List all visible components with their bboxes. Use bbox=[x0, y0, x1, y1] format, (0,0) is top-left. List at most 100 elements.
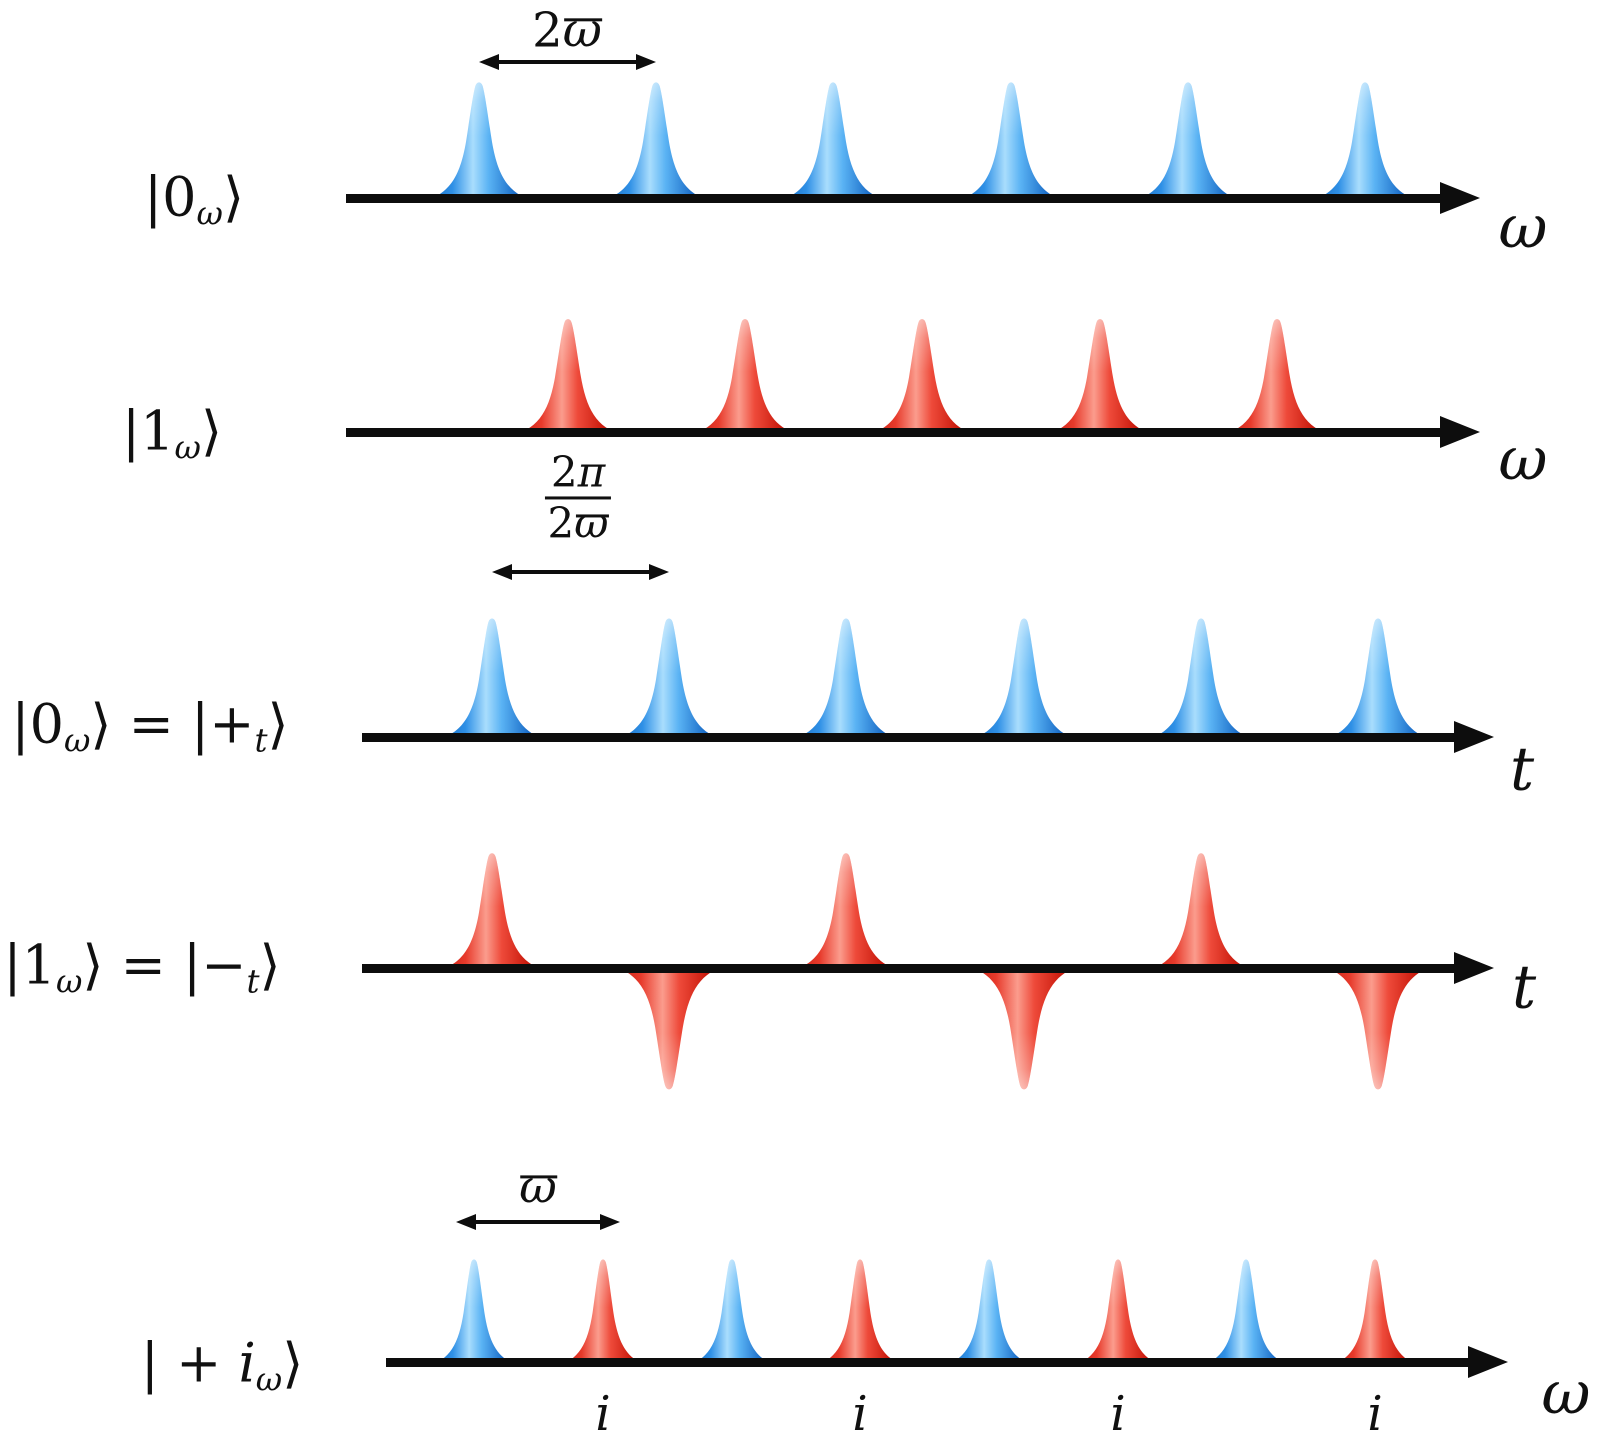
axis-line bbox=[362, 963, 1460, 973]
axis-line bbox=[362, 732, 1460, 742]
peak-red-inverted bbox=[960, 964, 1088, 1090]
arrowhead-left-icon bbox=[456, 1214, 476, 1230]
spacing-arrow-shaft bbox=[493, 60, 642, 64]
peak-red bbox=[685, 319, 805, 436]
math-token: |1 bbox=[121, 399, 175, 463]
axis-arrowhead-icon bbox=[1440, 416, 1480, 448]
overline-token: ω bbox=[574, 498, 609, 548]
peak-blue bbox=[1318, 618, 1438, 741]
phase-i-label: i bbox=[1367, 1385, 1383, 1442]
axis-variable-label: ω bbox=[1541, 1358, 1591, 1429]
math-token: i bbox=[238, 1331, 256, 1395]
subscript-token: ω bbox=[196, 194, 223, 233]
peak-red bbox=[786, 853, 906, 972]
spacing-arrow bbox=[456, 1214, 620, 1230]
math-token: 2 bbox=[550, 447, 578, 497]
math-token: 2 bbox=[532, 2, 563, 59]
peak-blue bbox=[951, 82, 1071, 202]
arrowhead-right-icon bbox=[600, 1214, 620, 1230]
peak-red bbox=[1070, 1259, 1166, 1366]
peak-blue bbox=[419, 82, 539, 202]
math-token: ⟩ bbox=[200, 399, 223, 463]
math-token: ⟩ bbox=[282, 1331, 304, 1395]
spacing-arrow bbox=[492, 564, 669, 580]
peak-red bbox=[1141, 853, 1261, 972]
peak-red bbox=[555, 1259, 651, 1366]
arrowhead-right-icon bbox=[649, 564, 669, 580]
peak-blue bbox=[1128, 82, 1248, 202]
axis-arrowhead-icon bbox=[1454, 721, 1494, 753]
math-token: 2 bbox=[547, 498, 575, 548]
peak-red bbox=[1217, 319, 1337, 436]
peak-blue bbox=[786, 618, 906, 741]
spacing-label: 2ω bbox=[532, 2, 602, 59]
spacing-arrow bbox=[479, 54, 656, 70]
subscript-token: ω bbox=[255, 1360, 283, 1399]
spacing-arrow-shaft bbox=[506, 570, 655, 574]
arrowhead-right-icon bbox=[636, 54, 656, 70]
arrowhead-left-icon bbox=[479, 54, 499, 70]
subscript-token: t bbox=[246, 962, 260, 1001]
overline-token: ω bbox=[519, 1159, 557, 1214]
peak-red bbox=[862, 319, 982, 436]
arrowhead-left-icon bbox=[492, 564, 512, 580]
math-token: ⟩ bbox=[267, 692, 289, 756]
fraction: 2π 2ω bbox=[544, 451, 612, 545]
spacing-label: ω bbox=[519, 1159, 557, 1214]
axis-arrowhead-icon bbox=[1440, 182, 1480, 214]
axis-line bbox=[346, 193, 1446, 203]
fraction-denominator: 2ω bbox=[548, 499, 609, 545]
peak-red bbox=[812, 1259, 908, 1366]
math-token: ⟩ = |+ bbox=[90, 692, 255, 756]
peak-red bbox=[508, 319, 628, 436]
subscript-token: ω bbox=[63, 721, 91, 760]
axis-variable-label: ω bbox=[1498, 192, 1548, 263]
state-label: |1ω⟩ bbox=[122, 403, 222, 467]
state-label: |1ω⟩ = |−t⟩ bbox=[3, 937, 280, 1001]
peak-red bbox=[1040, 319, 1160, 436]
subscript-token: ω bbox=[174, 428, 201, 467]
peak-blue bbox=[1198, 1259, 1294, 1366]
peak-blue bbox=[1141, 618, 1261, 741]
state-label: |0ω⟩ bbox=[144, 169, 244, 233]
math-token: ⟩ bbox=[259, 933, 281, 997]
axis-arrowhead-icon bbox=[1454, 952, 1494, 984]
peak-blue bbox=[426, 1259, 522, 1366]
subscript-token: ω bbox=[55, 962, 83, 1001]
peak-blue bbox=[773, 82, 893, 202]
state-label: | + iω⟩ bbox=[141, 1335, 304, 1399]
math-token: |1 bbox=[3, 933, 56, 997]
spacing-arrow-shaft bbox=[470, 1220, 606, 1224]
peak-red-inverted bbox=[1314, 964, 1442, 1090]
peak-blue bbox=[964, 618, 1084, 741]
peak-red bbox=[1327, 1259, 1423, 1366]
math-token: π bbox=[577, 447, 606, 497]
peak-blue bbox=[684, 1259, 780, 1366]
axis-variable-label: t bbox=[1509, 734, 1535, 805]
axis-variable-label: t bbox=[1511, 952, 1537, 1023]
axis-line bbox=[346, 427, 1446, 437]
peak-red bbox=[432, 853, 552, 972]
peak-blue bbox=[596, 82, 716, 202]
phase-i-label: i bbox=[1110, 1385, 1126, 1442]
peak-blue bbox=[432, 618, 552, 741]
phase-i-label: i bbox=[595, 1385, 611, 1442]
subscript-token: t bbox=[254, 721, 268, 760]
peak-blue bbox=[941, 1259, 1037, 1366]
axis-line bbox=[386, 1357, 1474, 1367]
peak-blue bbox=[609, 618, 729, 741]
overline-token: ω bbox=[562, 2, 602, 59]
axis-arrowhead-icon bbox=[1468, 1346, 1508, 1378]
math-token: | + bbox=[140, 1331, 239, 1395]
axis-variable-label: ω bbox=[1498, 424, 1548, 495]
math-token: ⟩ bbox=[222, 165, 245, 229]
fraction-numerator: 2π bbox=[544, 451, 612, 500]
spacing-label: 2π 2ω bbox=[544, 450, 612, 545]
phase-i-label: i bbox=[852, 1385, 868, 1442]
peak-blue bbox=[1305, 82, 1425, 202]
math-token: |0 bbox=[11, 692, 64, 756]
math-token: |0 bbox=[143, 165, 197, 229]
peak-red-inverted bbox=[605, 964, 733, 1090]
math-token: ⟩ = |− bbox=[82, 933, 247, 997]
